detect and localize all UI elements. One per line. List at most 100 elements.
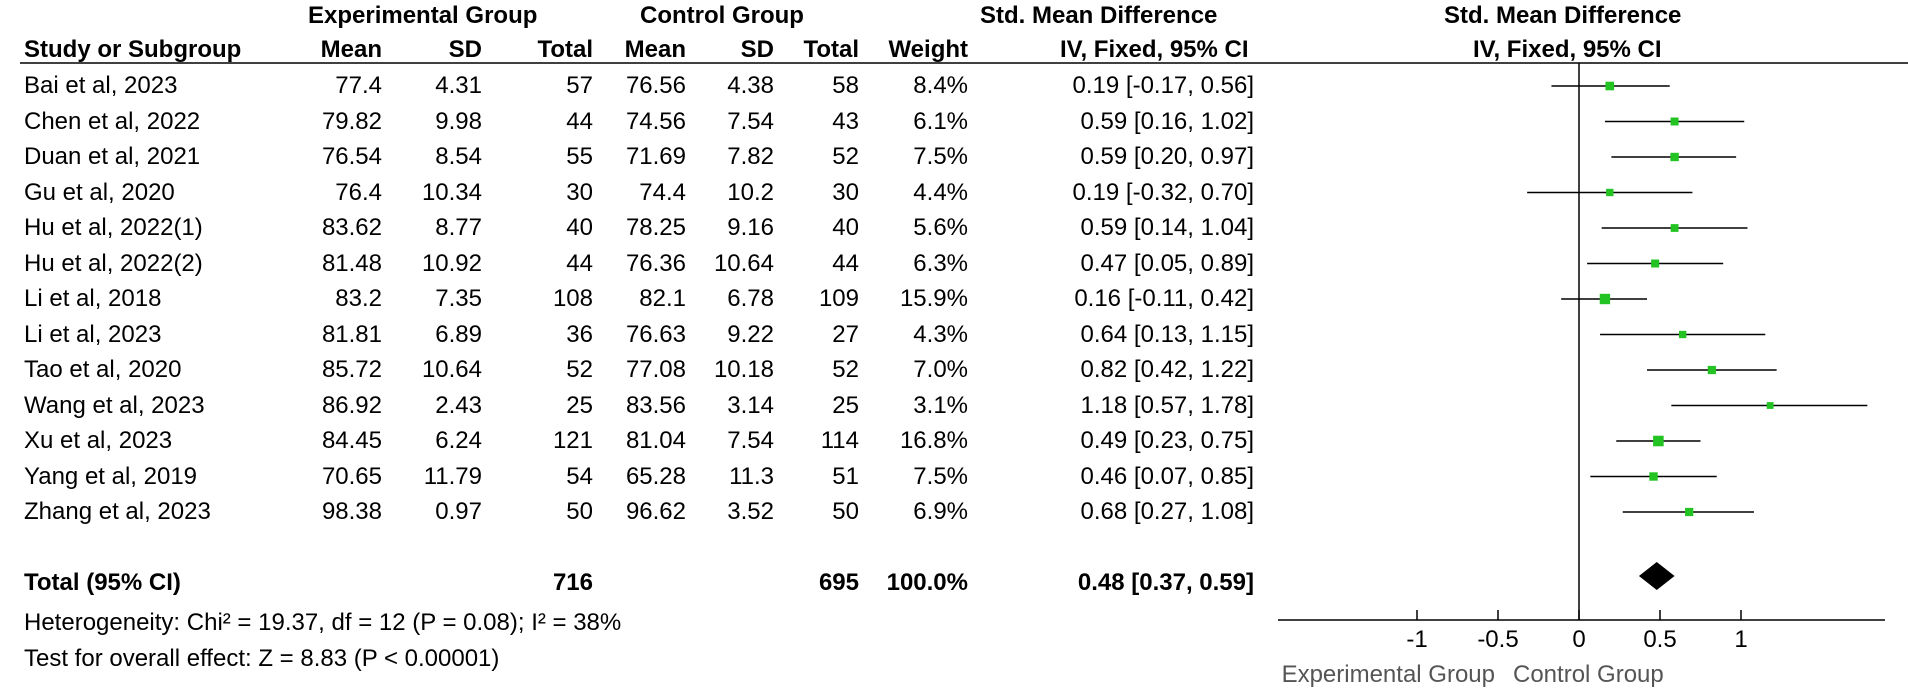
cell-total1: 50 — [566, 498, 593, 525]
cell-total1: 121 — [552, 427, 593, 454]
point-estimate — [1599, 293, 1611, 305]
cell-weight: 7.5% — [913, 462, 968, 490]
point-estimate — [1605, 81, 1615, 91]
total1-value: 716 — [552, 569, 593, 596]
total-label: Total (95% CI) — [24, 569, 181, 596]
cell-sd1: 6.24 — [435, 427, 482, 454]
cell-sd1: 7.35 — [435, 285, 482, 312]
control-group-header: Control Group — [640, 2, 804, 29]
cell-sd2: 3.14 — [727, 391, 774, 419]
cell-mean2: 81.04 — [625, 427, 686, 454]
cell-sd2: 9.22 — [727, 320, 774, 348]
point-estimate — [1685, 507, 1694, 517]
x-tick-label: -0.5 — [1477, 626, 1518, 653]
cell-mean2: 76.63 — [625, 320, 686, 348]
cell-study: Chen et al, 2022 — [24, 107, 201, 135]
sd2-column-header: SD — [740, 36, 774, 63]
sd1-column-header: SD — [448, 36, 482, 63]
cell-mean2: 78.25 — [625, 214, 686, 241]
cell-mean1: 83.62 — [321, 214, 382, 241]
cell-ci: 0.59 [0.16, 1.02] — [1080, 107, 1254, 135]
method-plot-header: IV, Fixed, 95% CI — [1473, 36, 1662, 63]
cell-total1: 30 — [566, 178, 593, 206]
cell-sd2: 9.16 — [727, 214, 774, 241]
cell-study: Hu et al, 2022(2) — [24, 249, 203, 277]
cell-mean2: 82.1 — [639, 285, 686, 312]
cell-weight: 3.1% — [913, 391, 968, 419]
point-estimate — [1670, 152, 1679, 162]
study-column-header: Study or Subgroup — [24, 36, 242, 63]
cell-weight: 7.5% — [913, 143, 968, 170]
cell-sd2: 3.52 — [727, 498, 774, 525]
cell-total1: 44 — [566, 249, 593, 277]
cell-mean1: 70.65 — [321, 462, 382, 490]
cell-total2: 51 — [832, 462, 859, 490]
method-column-header: IV, Fixed, 95% CI — [1060, 36, 1249, 63]
cell-sd1: 10.64 — [421, 356, 482, 383]
cell-total2: 25 — [832, 391, 859, 419]
cell-study: Bai et al, 2023 — [24, 72, 178, 99]
cell-total2: 52 — [832, 143, 859, 170]
cell-mean2: 96.62 — [625, 498, 686, 525]
cell-total2: 43 — [832, 107, 859, 135]
cell-ci: 0.59 [0.14, 1.04] — [1080, 214, 1254, 241]
cell-mean2: 71.69 — [625, 143, 686, 170]
cell-weight: 6.3% — [913, 249, 968, 277]
experimental-group-header: Experimental Group — [308, 2, 538, 29]
cell-sd2: 4.38 — [727, 72, 774, 99]
cell-mean1: 77.4 — [335, 72, 382, 99]
cell-total2: 58 — [832, 72, 859, 99]
mean1-column-header: Mean — [320, 36, 382, 63]
cell-study: Xu et al, 2023 — [24, 427, 173, 454]
cell-study: Wang et al, 2023 — [24, 391, 205, 419]
cell-study: Zhang et al, 2023 — [24, 498, 211, 525]
cell-total2: 30 — [832, 178, 859, 206]
cell-ci: 0.47 [0.05, 0.89] — [1080, 249, 1254, 277]
cell-weight: 16.8% — [899, 427, 968, 454]
cell-mean1: 76.4 — [335, 178, 382, 206]
cell-study: Li et al, 2023 — [24, 320, 162, 348]
cell-sd2: 6.78 — [727, 285, 774, 312]
overall-effect-text: Test for overall effect: Z = 8.83 (P < 0… — [24, 645, 500, 672]
cell-sd2: 11.3 — [729, 462, 774, 490]
cell-mean1: 81.81 — [321, 320, 382, 348]
total-weight-value: 100.0% — [886, 569, 968, 596]
cell-sd2: 7.82 — [727, 143, 774, 170]
cell-mean2: 76.36 — [625, 249, 686, 277]
cell-mean2: 65.28 — [625, 462, 686, 490]
cell-ci: 1.18 [0.57, 1.78] — [1080, 391, 1254, 419]
total1-column-header: Total — [537, 36, 593, 63]
cell-weight: 4.4% — [913, 178, 968, 206]
total2-value: 695 — [818, 569, 859, 596]
cell-ci: 0.64 [0.13, 1.15] — [1080, 320, 1254, 348]
cell-total2: 27 — [832, 320, 859, 348]
cell-sd1: 6.89 — [435, 320, 482, 348]
x-tick-label: 0.5 — [1643, 626, 1676, 653]
cell-mean2: 77.08 — [625, 356, 686, 383]
pooled-diamond — [1638, 562, 1675, 590]
point-estimate — [1651, 259, 1660, 268]
cell-mean1: 76.54 — [321, 143, 382, 170]
cell-total1: 57 — [566, 72, 593, 99]
cell-total1: 108 — [552, 285, 593, 312]
cell-mean1: 84.45 — [321, 427, 382, 454]
cell-sd1: 2.43 — [435, 391, 482, 419]
cell-mean2: 83.56 — [625, 391, 686, 419]
cell-study: Tao et al, 2020 — [24, 356, 182, 383]
cell-sd2: 10.2 — [727, 178, 774, 206]
weight-column-header: Weight — [888, 36, 968, 63]
cell-sd1: 9.98 — [435, 107, 482, 135]
cell-sd1: 4.31 — [435, 72, 482, 99]
total-ci-value: 0.48 [0.37, 0.59] — [1077, 569, 1254, 596]
cell-mean2: 76.56 — [625, 72, 686, 99]
cell-total2: 44 — [832, 249, 859, 277]
cell-weight: 6.9% — [913, 498, 968, 525]
heterogeneity-text: Heterogeneity: Chi² = 19.37, df = 12 (P … — [24, 609, 622, 636]
cell-total2: 52 — [832, 356, 859, 383]
favours-right-label: Control Group — [1513, 661, 1664, 688]
cell-mean1: 81.48 — [321, 249, 382, 277]
cell-weight: 7.0% — [913, 356, 968, 383]
cell-mean1: 85.72 — [321, 356, 382, 383]
cell-mean1: 86.92 — [321, 391, 382, 419]
